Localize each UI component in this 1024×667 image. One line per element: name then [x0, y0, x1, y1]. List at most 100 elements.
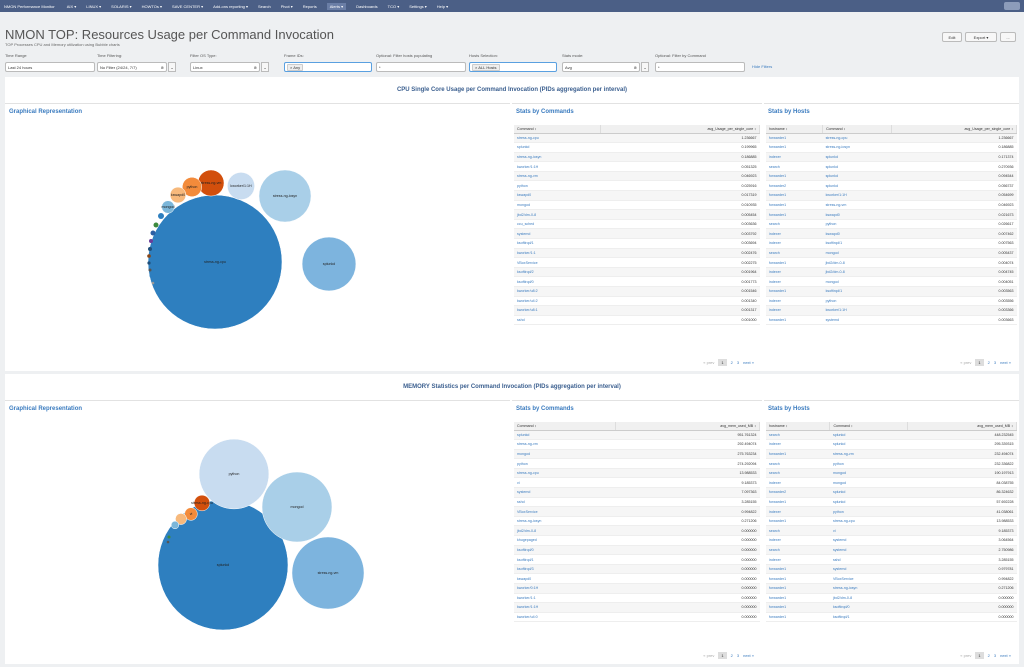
table-cell[interactable]: jbd2/dm-0-8	[822, 257, 892, 268]
table-cell[interactable]: stress-ng-iosyn	[822, 142, 892, 153]
table-cell[interactable]: kworker/u8:2	[514, 286, 601, 297]
column-header[interactable]: hostname ↕	[766, 125, 824, 134]
table-row[interactable]: stress-ng-iosyn 0.186885	[514, 152, 760, 163]
prev-link[interactable]: « prev	[960, 360, 972, 365]
table-row[interactable]: indexer kworker/1:1H 0.003366	[766, 305, 1017, 316]
table-cell[interactable]: systemd	[514, 228, 601, 240]
table-row[interactable]: kworker/1:1 0.000000	[514, 593, 760, 604]
page-1[interactable]: 1	[718, 652, 727, 659]
table-row[interactable]: search mongod 190.197913	[766, 468, 1017, 479]
column-header[interactable]: avg_Usage_per_single_core ↕	[891, 125, 1018, 134]
table-row[interactable]: forwarder1 kswapd0 0.021673	[766, 209, 1017, 220]
table-row[interactable]: forwarder1 ksoftirqd/1 0.003563	[766, 286, 1017, 297]
table-cell[interactable]: stress-ng-vm	[514, 439, 616, 450]
nav-help[interactable]: Help ▾	[436, 3, 449, 9]
table-row[interactable]: forwarder1 jbd2/dm-0-8 0.000000	[766, 593, 1017, 604]
table-row[interactable]: splunkd 0.199965	[514, 142, 760, 153]
table-row[interactable]: indexer mongod 84.038755	[766, 477, 1017, 489]
table-cell[interactable]: jbd2/dm-0-8	[514, 525, 616, 537]
table-cell[interactable]: mongod	[514, 200, 601, 211]
nav-linux[interactable]: LINUX ▾	[86, 3, 102, 9]
table-row[interactable]: kworker/1:1H 0.000000	[514, 602, 760, 613]
clear-icon[interactable]: ⊗	[253, 64, 257, 70]
table-cell[interactable]: jbd2/dm-0-8	[514, 209, 601, 220]
table-cell[interactable]: ksoftirqd/0	[514, 276, 601, 287]
nav-alerts[interactable]: Alerts ▾	[326, 2, 347, 10]
page-2[interactable]: 2	[730, 653, 733, 658]
table-cell[interactable]: stress-ng-cpu	[822, 133, 892, 144]
table-row[interactable]: search splunkd 448.232545	[766, 430, 1017, 441]
table-row[interactable]: kswapd0 0.000000	[514, 573, 760, 584]
table-cell[interactable]: indexer	[766, 305, 823, 316]
table-row[interactable]: search python 0.026617	[766, 219, 1017, 230]
table-row[interactable]: kworker/1:1H 0.051325	[514, 161, 760, 172]
table-row[interactable]: python 0.025916	[514, 180, 760, 192]
table-row[interactable]: kworker/u4:2 0.001340	[514, 296, 760, 307]
nav-addons[interactable]: Add-ons reporting ▾	[213, 3, 249, 9]
table-cell[interactable]: stress-ng-vm	[514, 171, 601, 182]
table-row[interactable]: forwarder1 systemd 0.003663	[766, 315, 1017, 326]
table-row[interactable]: sshd 0.001000	[514, 315, 760, 326]
table-cell[interactable]: sshd	[514, 497, 616, 508]
nav-search[interactable]: Search	[258, 3, 271, 9]
table-cell[interactable]: forwarder1	[766, 449, 830, 460]
edit-button[interactable]: Edit	[942, 32, 962, 42]
table-row[interactable]: forwarder1 stress-ng-iosyn 0.271206	[766, 583, 1017, 594]
table-cell[interactable]: indexer	[766, 535, 830, 546]
table-cell[interactable]: kworker/u4:2	[514, 296, 601, 307]
page-3[interactable]: 3	[736, 360, 740, 365]
table-cell[interactable]: splunkd	[822, 152, 892, 163]
page-2[interactable]: 2	[987, 360, 990, 365]
nav-reports[interactable]: Reports	[302, 3, 317, 9]
table-cell[interactable]: forwarder1	[766, 612, 830, 623]
table-row[interactable]: forwarder1 ksoftirqd/0 0.000000	[766, 602, 1017, 613]
time-filtering-select[interactable]: No Filter (24/24, 7/7) ⊗	[97, 62, 167, 72]
table-cell[interactable]: stress-ng-iosyn	[514, 152, 601, 163]
table-cell[interactable]: forwarder1	[766, 315, 823, 326]
table-cell[interactable]: VBoxService	[514, 257, 601, 268]
nav-aix[interactable]: AIX ▾	[66, 3, 77, 9]
table-cell[interactable]: forwarder2	[766, 487, 830, 498]
table-cell[interactable]: python	[822, 219, 892, 230]
next-link[interactable]: next »	[1000, 653, 1011, 658]
table-row[interactable]: khugepaged 0.000000	[514, 535, 760, 546]
table-row[interactable]: forwarder1 splunkd 0.094544	[766, 171, 1017, 182]
prev-link[interactable]: « prev	[703, 653, 715, 658]
nav-solaris[interactable]: SOLARIS ▾	[111, 3, 132, 9]
table-cell[interactable]: forwarder1	[766, 257, 823, 268]
table-row[interactable]: kswapd0 0.017319	[514, 190, 760, 201]
table-row[interactable]: sshd 3.285155	[514, 497, 760, 508]
table-row[interactable]: forwarder1 kworker/1:1H 0.054699	[766, 190, 1017, 201]
table-row[interactable]: indexer systemd 3.064564	[766, 535, 1017, 546]
bubble-kswapd0[interactable]	[169, 186, 187, 204]
table-cell[interactable]: kswapd0	[822, 228, 892, 240]
app-brand[interactable]: NMON Performance Monitor	[4, 3, 55, 9]
table-row[interactable]: systemd 0.003792	[514, 228, 760, 240]
table-cell[interactable]: splunkd	[514, 430, 616, 441]
column-header[interactable]: Command ↕	[829, 422, 908, 431]
table-row[interactable]: forwarder1 stress-ng-vm 0.046923	[766, 200, 1017, 211]
table-row[interactable]: ccu_sched 0.003636	[514, 219, 760, 230]
time-range-picker[interactable]: Last 24 hours	[5, 62, 95, 72]
table-cell[interactable]: python	[829, 506, 908, 517]
table-cell[interactable]: kworker/1:1H	[822, 190, 892, 201]
table-row[interactable]: ksoftirqd/1 0.003694	[514, 238, 760, 249]
table-row[interactable]: forwarder1 splunkd 57.692228	[766, 497, 1017, 508]
table-cell[interactable]: forwarder1	[766, 190, 823, 201]
table-cell[interactable]: khugepaged	[514, 535, 616, 546]
table-row[interactable]: indexer sshd 3.285155	[766, 554, 1017, 565]
next-link[interactable]: next »	[743, 360, 754, 365]
table-row[interactable]: ksoftirqd/1 0.000000	[514, 554, 760, 565]
bubble-mongod[interactable]	[261, 471, 333, 543]
table-cell[interactable]: search	[766, 219, 823, 230]
table-row[interactable]: ksoftirqd/3 0.000000	[514, 564, 760, 575]
table-cell[interactable]: sshd	[829, 554, 908, 565]
table-cell[interactable]: forwarder1	[766, 564, 830, 575]
bubble-systemd[interactable]	[175, 513, 187, 525]
table-cell[interactable]: indexer	[766, 439, 830, 450]
table-cell[interactable]: ksoftirqd/1	[514, 238, 601, 249]
table-cell[interactable]: ksoftirqd/0	[514, 545, 616, 556]
column-header[interactable]: avg_Usage_per_single_core ↕	[600, 125, 760, 134]
table-cell[interactable]: splunkd	[829, 439, 908, 450]
table-row[interactable]: kworker/u8:2 0.001546	[514, 286, 760, 297]
